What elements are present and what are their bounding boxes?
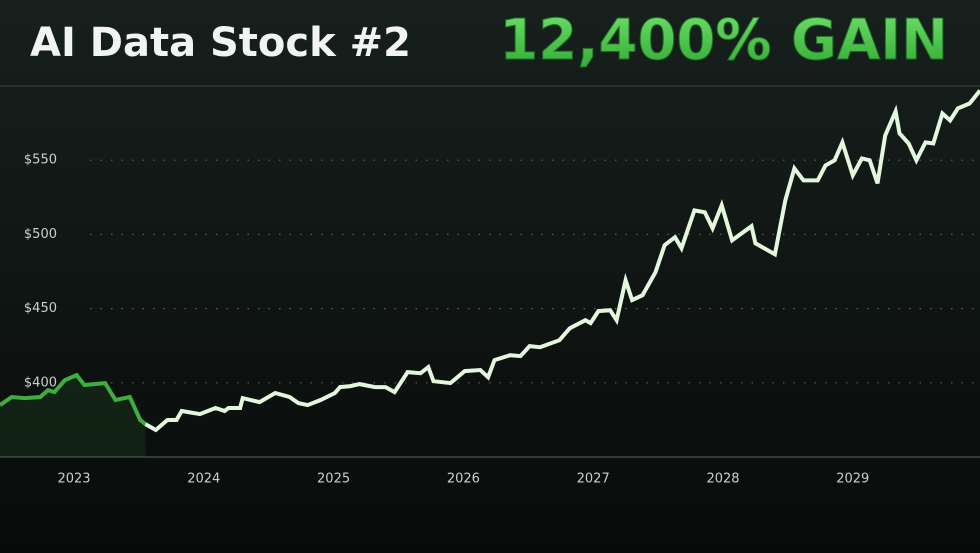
x-tick-label: 2028 — [706, 472, 739, 487]
x-tick-label: 2023 — [57, 472, 90, 487]
chart-title: AI Data Stock #2 — [30, 20, 411, 66]
plot-area: $400 $450 $500 $550 2023 2024 2025 2026 2027 2028… — [0, 89, 980, 487]
y-tick-label: $550 — [24, 153, 57, 168]
series-area — [0, 375, 146, 457]
y-tick-label: $450 — [24, 301, 57, 316]
gain-headline: 12,400% GAIN — [499, 8, 948, 73]
x-tick-label: 2024 — [187, 472, 220, 487]
x-tick-label: 2029 — [836, 472, 869, 487]
series-line — [144, 89, 980, 433]
y-tick-label: $400 — [24, 375, 57, 390]
y-tick-label: $500 — [24, 227, 57, 242]
x-tick-label: 2025 — [317, 472, 350, 487]
x-tick-label: 2027 — [577, 472, 610, 487]
x-tick-label: 2026 — [447, 472, 480, 487]
series-line — [0, 372, 147, 426]
